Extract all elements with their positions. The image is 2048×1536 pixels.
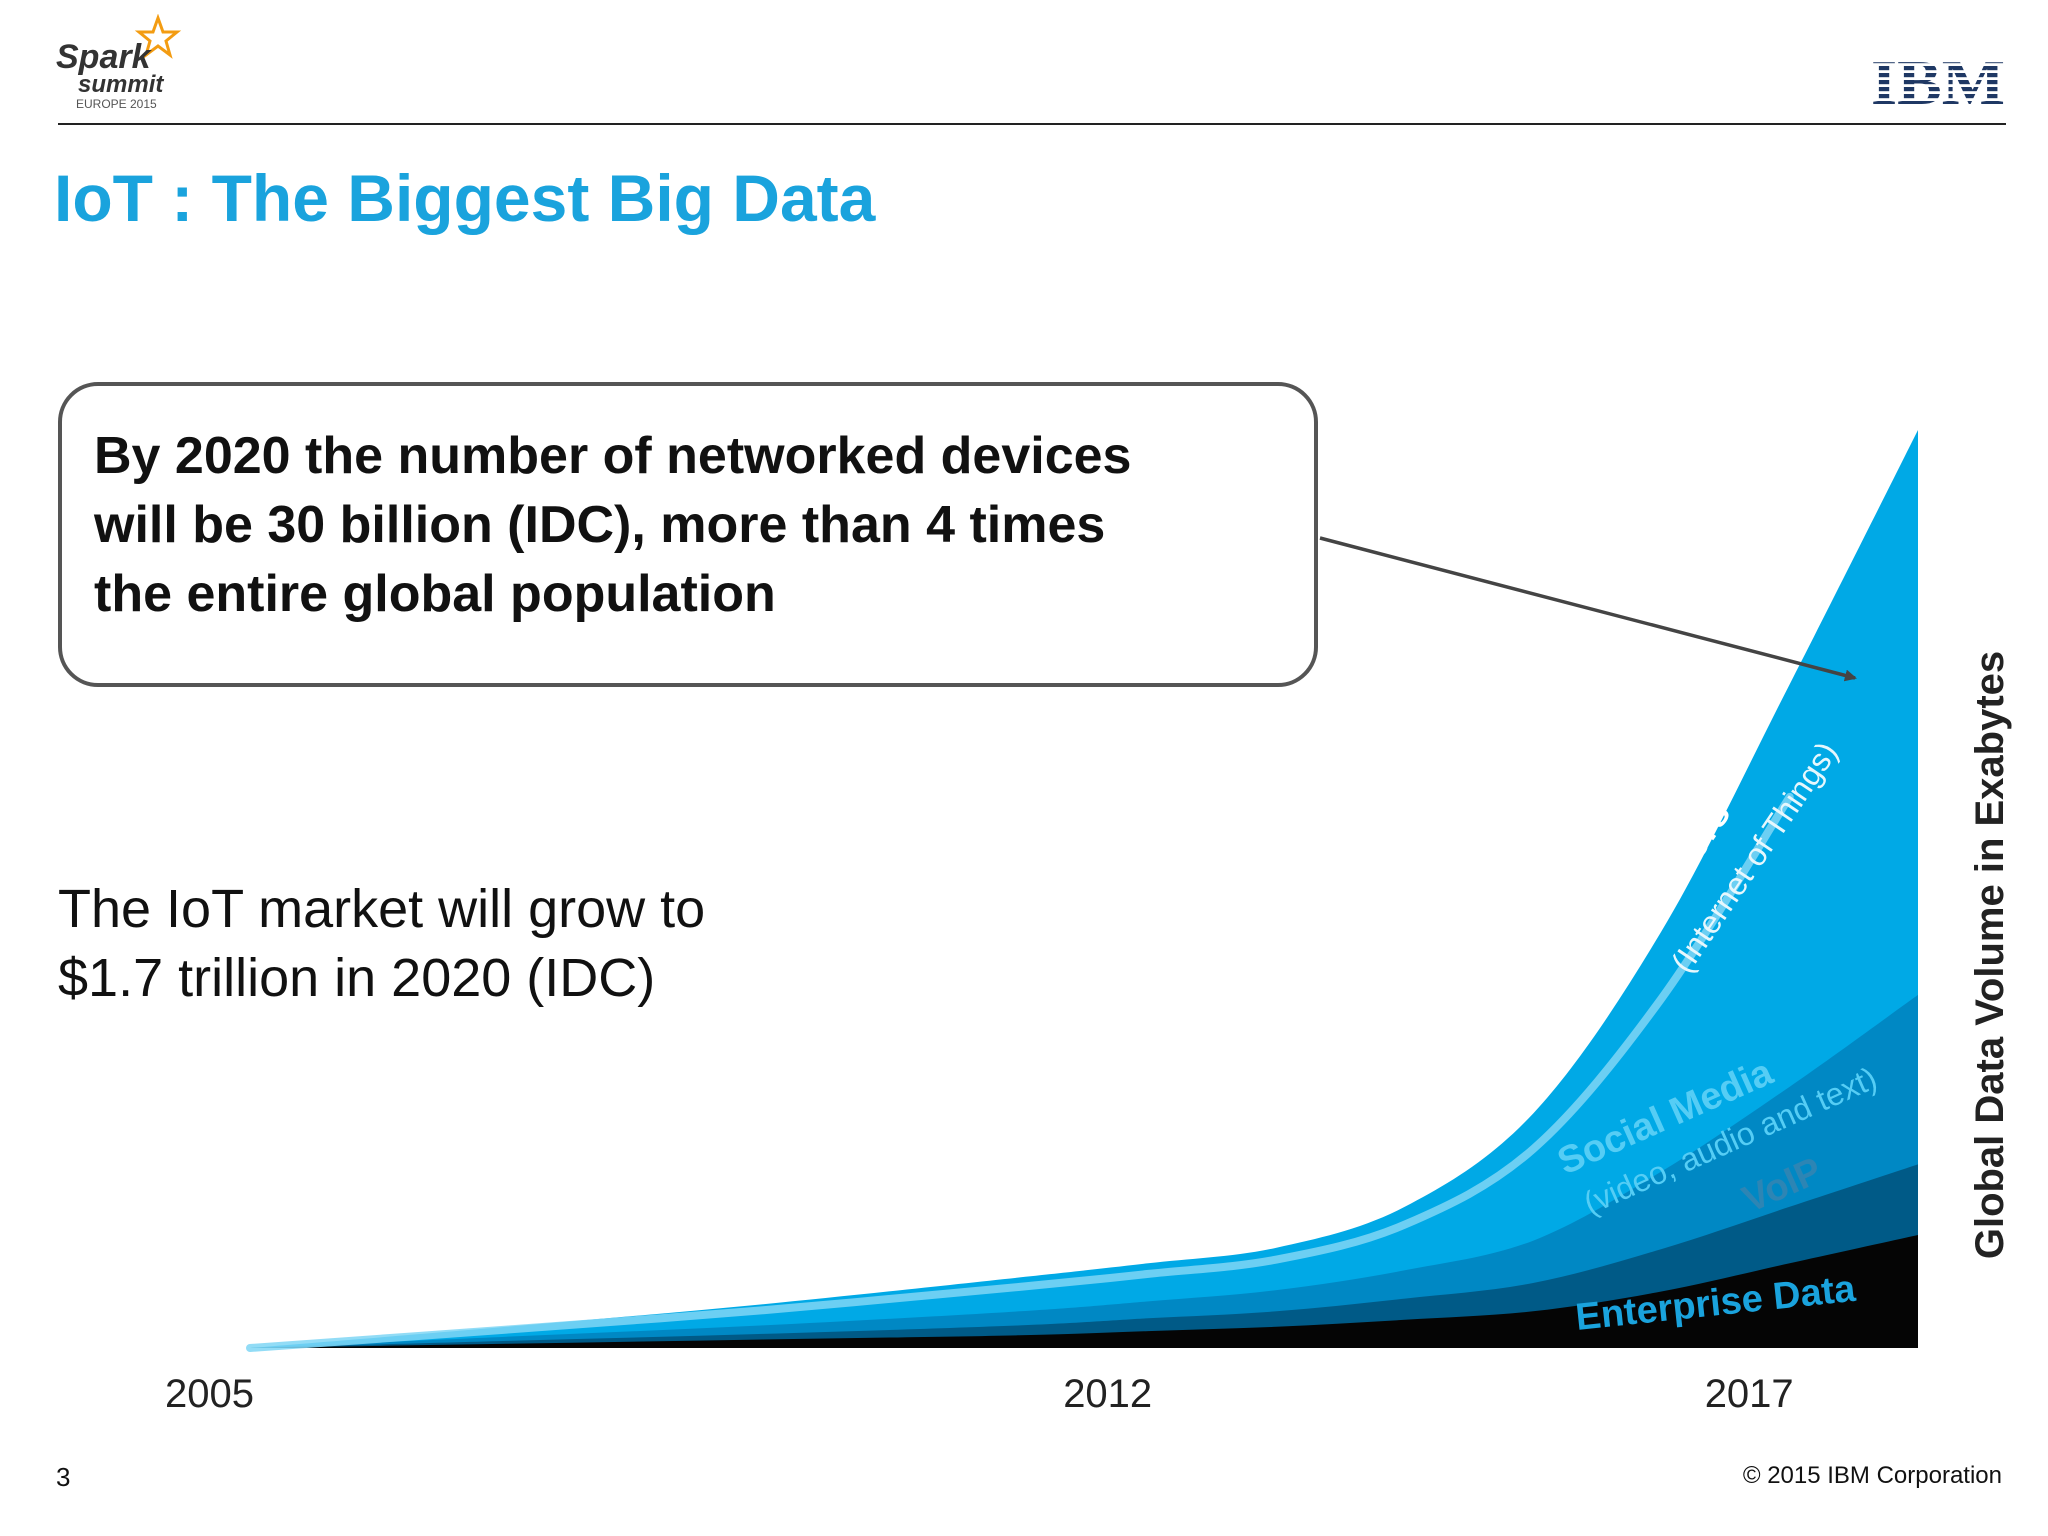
page-number: 3 bbox=[56, 1462, 71, 1492]
logo-summit-text: summit bbox=[78, 71, 164, 98]
callout-box: By 2020 the number of networked devices … bbox=[58, 382, 1318, 687]
ibm-logo-text: IBM bbox=[1871, 52, 2005, 108]
spark-summit-logo: Spark summit EUROPE 2015 bbox=[56, 14, 182, 111]
callout-line-1: By 2020 the number of networked devices bbox=[94, 427, 1132, 485]
chart-areas bbox=[250, 430, 1918, 1348]
header-rule bbox=[58, 123, 2006, 125]
logo-europe-text: EUROPE 2015 bbox=[76, 97, 157, 111]
x-tick-2005: 2005 bbox=[165, 1372, 254, 1416]
voip-area bbox=[250, 1164, 1918, 1348]
slide-title: IoT : The Biggest Big Data bbox=[54, 161, 876, 235]
enterprise-area bbox=[250, 1235, 1918, 1348]
y-axis-label: Global Data Volume in Exabytes bbox=[1968, 651, 2012, 1259]
star-icon bbox=[134, 14, 182, 59]
x-tick-2012: 2012 bbox=[1063, 1372, 1152, 1416]
callout-arrow bbox=[1319, 536, 1857, 682]
sensors-highlight-curve bbox=[246, 792, 1794, 1352]
social-media-area bbox=[250, 994, 1918, 1348]
x-tick-2017: 2017 bbox=[1705, 1372, 1794, 1416]
market-line-1: The IoT market will grow to bbox=[58, 879, 706, 939]
copyright: © 2015 IBM Corporation bbox=[1742, 1462, 2002, 1489]
market-line-2: $1.7 trillion in 2020 (IDC) bbox=[58, 948, 656, 1008]
callout-line-3: the entire global population bbox=[94, 565, 776, 623]
callout-line-2: will be 30 billion (IDC), more than 4 ti… bbox=[94, 496, 1106, 554]
ibm-logo: IBM bbox=[1871, 52, 2005, 108]
logo-spark-text: Spark bbox=[56, 38, 153, 76]
market-statement: The IoT market will grow to $1.7 trillio… bbox=[58, 875, 705, 1013]
x-axis-ticks: 2005 2012 2017 bbox=[165, 1372, 1794, 1416]
